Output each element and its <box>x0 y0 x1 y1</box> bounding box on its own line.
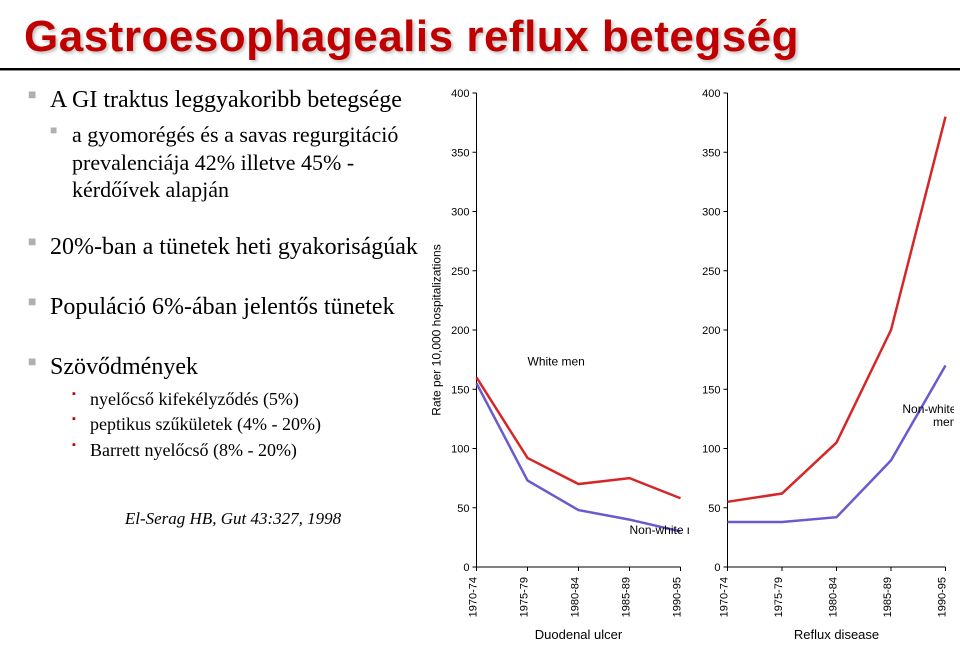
svg-text:Non-white men: Non-white men <box>630 523 690 537</box>
svg-text:100: 100 <box>451 444 469 456</box>
svg-text:1990-95: 1990-95 <box>937 577 949 617</box>
svg-text:350: 350 <box>451 147 469 159</box>
svg-text:400: 400 <box>451 88 469 100</box>
slide-title: Gastroesophagealis reflux betegség <box>0 0 960 68</box>
svg-text:250: 250 <box>702 266 720 278</box>
svg-text:200: 200 <box>702 325 720 337</box>
svg-text:150: 150 <box>451 384 469 396</box>
chart-left: 0 50 100 150 200 250 300 350 400 1970-74 1975-79 19… <box>428 85 689 664</box>
bullet-item: 20%-ban a tünetek heti gyakoriságúak <box>28 232 418 262</box>
content-row: A GI traktus leggyakoribb betegsége a gy… <box>0 85 960 664</box>
svg-text:Rate per 10,000 hospitalizatio: Rate per 10,000 hospitalizations <box>430 244 444 415</box>
svg-text:200: 200 <box>451 325 469 337</box>
bullet-item: A GI traktus leggyakoribb betegsége <box>28 85 418 115</box>
bullet-item: peptikus szűkületek (4% - 20%) <box>72 413 418 436</box>
svg-text:1980-84: 1980-84 <box>828 577 840 617</box>
svg-text:150: 150 <box>702 384 720 396</box>
svg-text:1975-79: 1975-79 <box>519 577 531 617</box>
svg-text:White men: White men <box>528 355 585 369</box>
chart-svg-left: 0 50 100 150 200 250 300 350 400 1970-74 1975-79 19… <box>428 85 689 645</box>
svg-text:Reflux disease: Reflux disease <box>794 627 879 642</box>
svg-text:1980-84: 1980-84 <box>570 577 582 617</box>
bullet-item: nyelőcső kifekélyződés (5%) <box>72 388 418 411</box>
bullet-item: Szövődmények <box>28 352 418 382</box>
svg-text:50: 50 <box>457 503 469 515</box>
svg-text:400: 400 <box>702 88 720 100</box>
svg-text:0: 0 <box>463 562 469 574</box>
chart-svg-right: 0 50 100 150 200 250 300 350 400 1970-74 1975-79 19… <box>693 85 954 645</box>
chart-right: 0 50 100 150 200 250 300 350 400 1970-74 1975-79 19… <box>693 85 954 664</box>
bullet-item: Populáció 6%-ában jelentős tünetek <box>28 292 418 322</box>
svg-text:0: 0 <box>714 562 720 574</box>
svg-text:1970-74: 1970-74 <box>719 577 731 617</box>
svg-text:Duodenal ulcer: Duodenal ulcer <box>535 627 623 642</box>
svg-text:50: 50 <box>708 503 720 515</box>
svg-text:1985-89: 1985-89 <box>621 577 633 617</box>
bullet-item: Barrett nyelőcső (8% - 20%) <box>72 439 418 462</box>
svg-text:1985-89: 1985-89 <box>882 577 894 617</box>
svg-text:300: 300 <box>702 207 720 219</box>
citation: El-Serag HB, Gut 43:327, 1998 <box>48 509 418 529</box>
bullet-column: A GI traktus leggyakoribb betegsége a gy… <box>28 85 428 664</box>
charts-column: 0 50 100 150 200 250 300 350 400 1970-74 1975-79 19… <box>428 85 960 664</box>
svg-text:1990-95: 1990-95 <box>672 577 684 617</box>
svg-text:300: 300 <box>451 207 469 219</box>
svg-text:350: 350 <box>702 147 720 159</box>
svg-text:1975-79: 1975-79 <box>773 577 785 617</box>
svg-text:100: 100 <box>702 444 720 456</box>
title-rule <box>0 68 960 71</box>
bullet-list: A GI traktus leggyakoribb betegsége a gy… <box>28 85 418 461</box>
svg-text:1970-74: 1970-74 <box>468 577 480 617</box>
bullet-item: a gyomorégés és a savas regurgitáció pre… <box>50 121 418 204</box>
svg-text:250: 250 <box>451 266 469 278</box>
